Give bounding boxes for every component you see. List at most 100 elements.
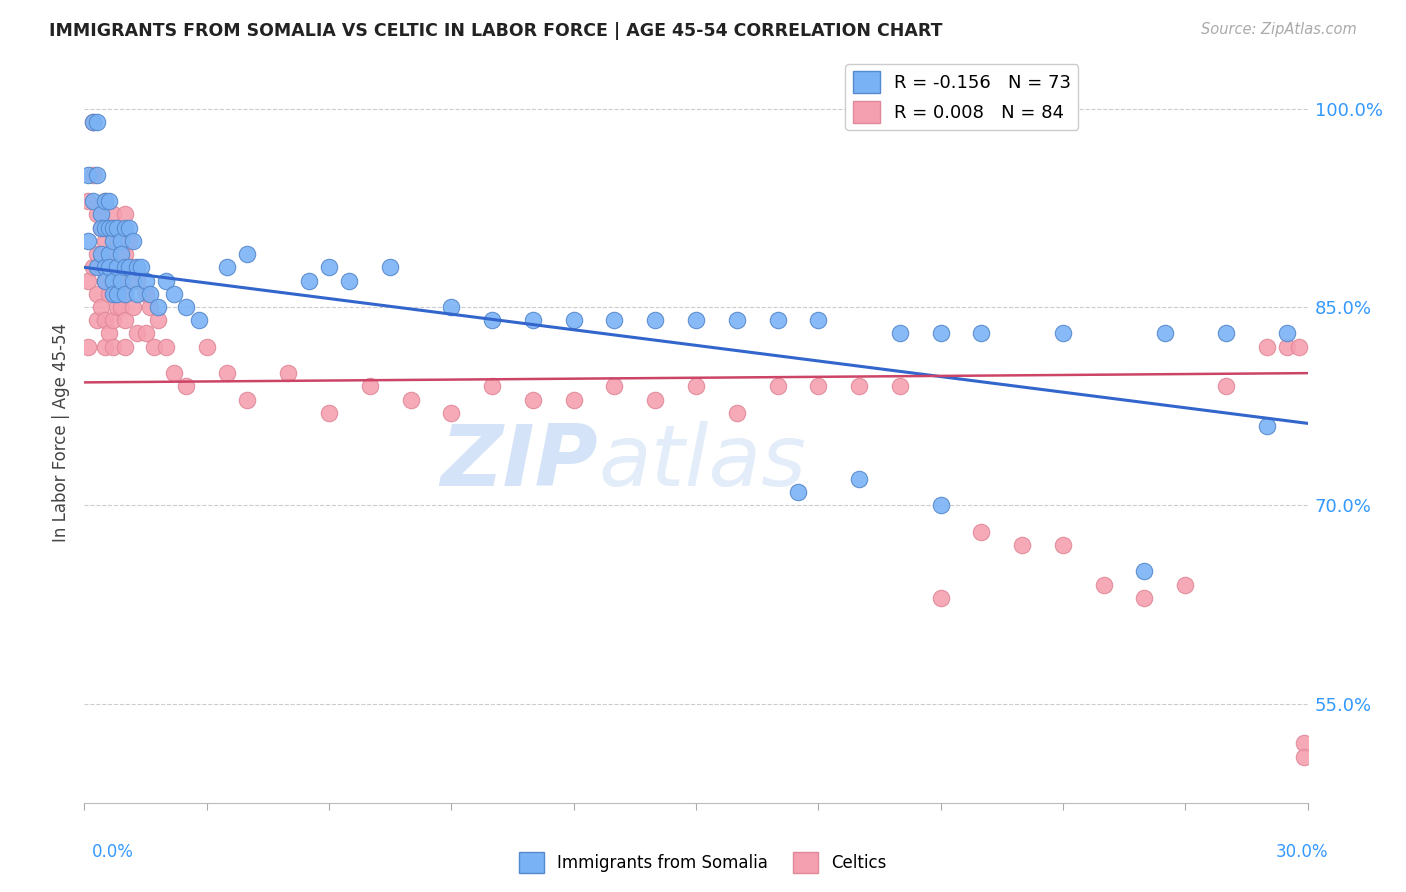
Point bbox=[86, 247, 108, 261]
Point bbox=[101, 286, 124, 301]
Point bbox=[110, 300, 132, 314]
Point bbox=[86, 168, 108, 182]
Text: IMMIGRANTS FROM SOMALIA VS CELTIC IN LABOR FORCE | AGE 45-54 CORRELATION CHART: IMMIGRANTS FROM SOMALIA VS CELTIC IN LAB… bbox=[49, 22, 942, 40]
Point bbox=[97, 286, 120, 301]
Point bbox=[970, 326, 993, 341]
Point bbox=[481, 313, 503, 327]
Point bbox=[93, 313, 115, 327]
Point bbox=[86, 286, 108, 301]
Point bbox=[644, 392, 666, 407]
Point bbox=[146, 300, 169, 314]
Point bbox=[114, 260, 136, 275]
Point bbox=[138, 286, 160, 301]
Point bbox=[807, 313, 830, 327]
Point bbox=[562, 392, 585, 407]
Point bbox=[1092, 577, 1115, 591]
Point bbox=[93, 260, 115, 275]
Point bbox=[97, 194, 120, 209]
Point bbox=[187, 313, 209, 327]
Point bbox=[101, 274, 124, 288]
Point bbox=[90, 260, 112, 275]
Point bbox=[77, 194, 100, 209]
Point bbox=[114, 340, 136, 354]
Point bbox=[86, 115, 108, 129]
Point bbox=[110, 260, 132, 275]
Point bbox=[1277, 340, 1299, 354]
Point bbox=[807, 379, 830, 393]
Point bbox=[101, 234, 124, 248]
Point bbox=[114, 247, 136, 261]
Point bbox=[118, 260, 141, 275]
Point bbox=[110, 220, 132, 235]
Point bbox=[90, 207, 112, 221]
Point bbox=[101, 274, 124, 288]
Point bbox=[142, 340, 165, 354]
Point bbox=[93, 194, 115, 209]
Point bbox=[848, 379, 870, 393]
Point bbox=[889, 379, 911, 393]
Point bbox=[217, 366, 239, 380]
Point bbox=[195, 340, 218, 354]
Point bbox=[1277, 326, 1299, 341]
Point bbox=[114, 207, 136, 221]
Point bbox=[122, 274, 145, 288]
Point bbox=[97, 260, 120, 275]
Point bbox=[118, 234, 141, 248]
Point bbox=[114, 286, 136, 301]
Point bbox=[1174, 577, 1197, 591]
Text: atlas: atlas bbox=[598, 421, 806, 504]
Point bbox=[440, 300, 463, 314]
Point bbox=[105, 300, 128, 314]
Point bbox=[101, 247, 124, 261]
Point bbox=[1256, 340, 1278, 354]
Point bbox=[135, 286, 157, 301]
Point bbox=[1052, 538, 1074, 552]
Point bbox=[86, 207, 108, 221]
Point bbox=[359, 379, 381, 393]
Point bbox=[77, 274, 100, 288]
Point bbox=[725, 313, 748, 327]
Point bbox=[562, 313, 585, 327]
Text: ZIP: ZIP bbox=[440, 421, 598, 504]
Point bbox=[105, 274, 128, 288]
Point bbox=[82, 168, 104, 182]
Point bbox=[101, 220, 124, 235]
Point bbox=[399, 392, 422, 407]
Point bbox=[127, 326, 149, 341]
Point bbox=[1292, 736, 1315, 750]
Point bbox=[122, 234, 145, 248]
Text: 30.0%: 30.0% bbox=[1277, 843, 1329, 861]
Point bbox=[318, 260, 340, 275]
Point bbox=[787, 485, 810, 500]
Point bbox=[766, 379, 789, 393]
Point bbox=[766, 313, 789, 327]
Point bbox=[1011, 538, 1033, 552]
Point bbox=[105, 234, 128, 248]
Point bbox=[155, 340, 177, 354]
Point bbox=[155, 274, 177, 288]
Point bbox=[105, 286, 128, 301]
Legend: R = -0.156   N = 73, R = 0.008   N = 84: R = -0.156 N = 73, R = 0.008 N = 84 bbox=[845, 64, 1078, 130]
Point bbox=[86, 260, 108, 275]
Point bbox=[440, 406, 463, 420]
Point bbox=[114, 313, 136, 327]
Point bbox=[522, 392, 544, 407]
Point bbox=[110, 274, 132, 288]
Point bbox=[82, 115, 104, 129]
Point bbox=[131, 260, 153, 275]
Point bbox=[127, 260, 149, 275]
Point bbox=[93, 274, 115, 288]
Point bbox=[82, 194, 104, 209]
Point bbox=[127, 274, 149, 288]
Point bbox=[105, 220, 128, 235]
Point bbox=[339, 274, 361, 288]
Point bbox=[82, 260, 104, 275]
Point bbox=[236, 247, 259, 261]
Point bbox=[481, 379, 503, 393]
Point bbox=[380, 260, 402, 275]
Point bbox=[970, 524, 993, 539]
Point bbox=[298, 274, 321, 288]
Point bbox=[90, 247, 112, 261]
Point bbox=[929, 591, 952, 605]
Point bbox=[93, 274, 115, 288]
